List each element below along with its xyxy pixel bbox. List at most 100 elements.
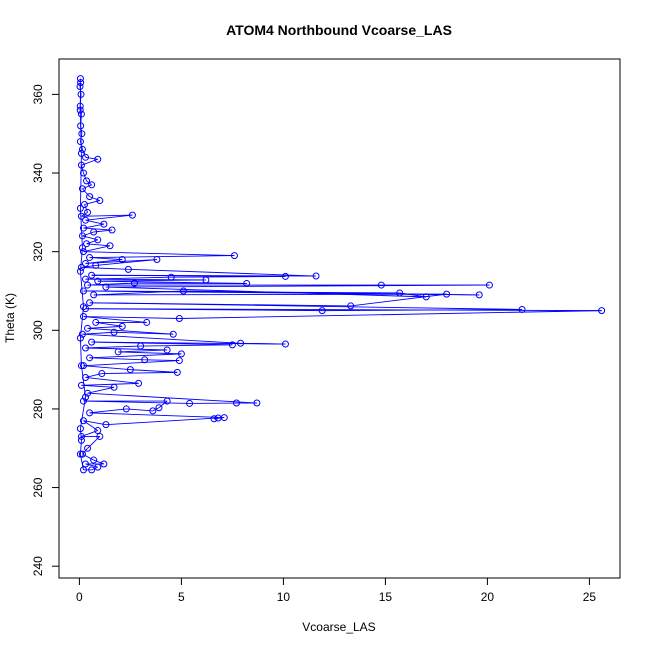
data-point [122,405,130,413]
y-axis-label: Theta (K) [3,293,17,343]
series-line-segment [79,338,82,366]
data-point [518,305,526,313]
data-point [78,232,86,240]
y-tick-label: 240 [31,556,45,576]
data-point [76,106,84,114]
data-point [79,248,87,256]
series-line-segment [85,214,133,221]
data-point [78,185,86,193]
x-tick-label: 25 [583,590,597,604]
series-line-segment [114,331,174,335]
series-line-segment [83,251,235,257]
data-point [88,338,96,346]
data-point [79,466,87,474]
data-point [98,370,106,378]
data-point [202,276,210,284]
data-point [81,200,88,208]
series-line-segment [85,156,98,160]
data-point [149,407,157,415]
data-point [90,456,98,464]
series-line-segment [350,293,447,307]
data-point [475,291,483,299]
data-point [396,289,404,297]
series-line-segment [79,271,84,307]
data-point [175,357,183,365]
data-point [169,330,177,338]
data-point [82,344,90,352]
data-point [88,271,96,279]
data-point [77,212,85,220]
y-tick-label: 260 [31,477,45,497]
series-line-segment [89,196,100,201]
series-line-segment [85,377,139,384]
data-point [108,226,116,234]
series-line-segment [81,382,139,386]
data-point [598,307,606,315]
data-point [77,161,85,169]
y-tick-label: 360 [31,84,45,104]
series-line-segment [89,357,145,361]
series-line-segment [86,243,111,247]
data-point [77,362,85,370]
data-point [94,236,102,244]
data-point [78,450,86,458]
data-point [485,281,493,289]
x-axis-label: Vcoarse_LAS [302,620,375,634]
data-point [76,102,84,110]
series-line-segment [95,259,157,266]
data-point [232,399,240,407]
data-point [135,379,143,387]
data-point [106,242,114,250]
data-point [88,466,96,474]
series-line-segment [85,345,141,349]
series-line-segment [82,333,241,344]
chart-title: ATOM4 Northbound Vcoarse_LAS [226,22,452,38]
data-point [77,79,85,87]
data-point [84,389,92,397]
data-point [79,303,87,311]
data-point [78,145,86,153]
series-line-segment [83,316,147,323]
data-point [243,280,251,288]
data-point [79,397,87,405]
data-point [79,224,87,232]
data-point [443,290,451,298]
series-line-segment [89,353,182,359]
y-tick-label: 280 [31,399,45,419]
data-point [110,383,118,391]
data-point [82,259,90,267]
data-point [77,263,85,271]
x-tick-label: 0 [76,590,83,604]
data-point [90,228,98,236]
series-line-segment [79,306,84,339]
data-point [82,393,90,401]
data-point [143,318,151,326]
series-line-segment [93,293,447,296]
data-series [76,75,606,474]
data-point [82,153,90,161]
data-point [153,256,161,264]
data-point [77,122,85,130]
series-line-segment [105,284,490,288]
series-line-segment [179,310,602,319]
series-line-segment [81,214,133,217]
data-point [377,281,385,289]
data-point [94,463,102,471]
data-point [77,381,85,389]
data-point [163,397,171,405]
series-line-segment [93,290,184,296]
series-line-segment [89,255,235,259]
data-point [94,155,102,163]
y-tick-label: 300 [31,320,45,340]
series-line-segment [140,344,233,347]
data-point [83,240,91,248]
data-point [90,291,98,299]
x-tick-label: 20 [481,590,495,604]
data-point [83,177,91,185]
data-point [102,421,110,429]
series-line-segment [79,153,82,209]
data-point [179,287,187,295]
data-point [79,313,87,321]
series-line-segment [79,428,82,441]
